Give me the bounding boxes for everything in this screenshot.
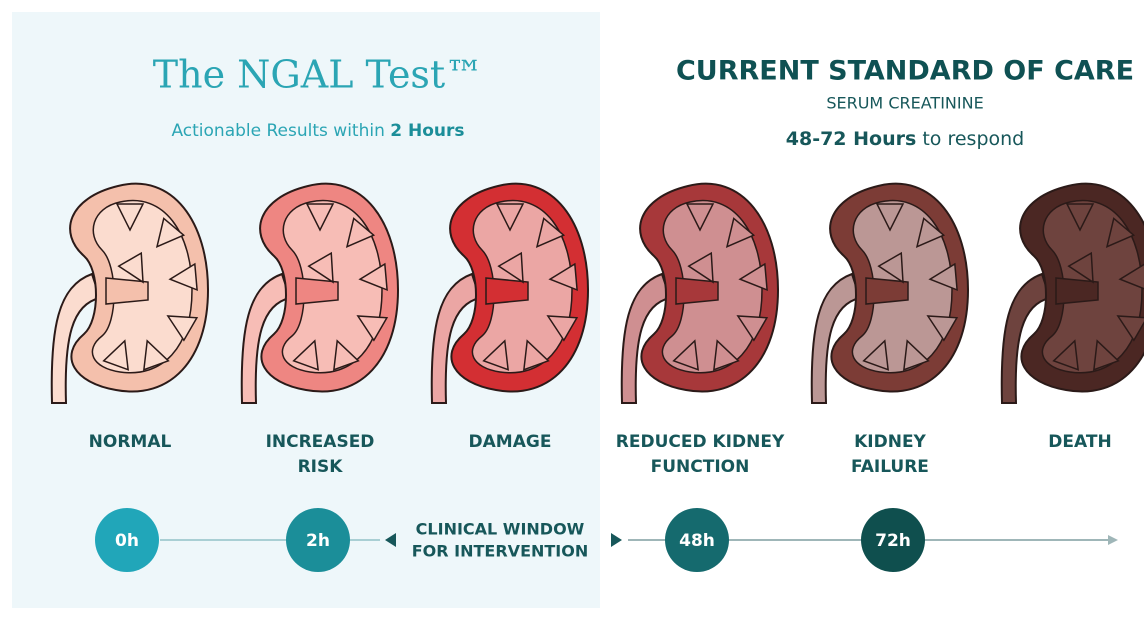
infographic: The NGAL Test™ Actionable Results within… (0, 0, 1144, 620)
right-note: 48-72 Hours to respond (786, 128, 1024, 150)
stage-label: FUNCTION (651, 457, 750, 477)
right-title: CURRENT STANDARD OF CARE (676, 56, 1134, 87)
window-label: CLINICAL WINDOW (416, 520, 585, 539)
window-label: FOR INTERVENTION (412, 542, 589, 561)
right-subtitle: SERUM CREATININE (826, 94, 983, 113)
kidney (622, 184, 778, 403)
kidney (1002, 184, 1144, 403)
time-label: 48h (679, 531, 715, 551)
stage-label: INCREASED (266, 432, 375, 452)
time-label: 0h (115, 531, 139, 551)
stage-label: RISK (298, 457, 344, 477)
left-title: The NGAL Test™ (153, 53, 483, 97)
stage-label: NORMAL (89, 432, 172, 452)
stage-label: FAILURE (851, 457, 929, 477)
window-arrow-right (611, 533, 622, 547)
page: The NGAL Test™ Actionable Results within… (0, 0, 1144, 620)
stage-label: REDUCED KIDNEY (616, 432, 785, 452)
left-subtitle: Actionable Results within 2 Hours (171, 121, 464, 141)
kidney (812, 184, 968, 403)
stage-label: DAMAGE (469, 432, 552, 452)
note-text: to respond (922, 128, 1024, 150)
subtitle-bold: 2 Hours (390, 121, 464, 141)
timeline-arrow (1108, 535, 1118, 545)
subtitle-text: Actionable Results within (171, 121, 384, 141)
time-label: 2h (306, 531, 330, 551)
stage-label: KIDNEY (854, 432, 926, 452)
time-label: 72h (875, 531, 911, 551)
stage-label: DEATH (1048, 432, 1111, 452)
note-bold: 48-72 Hours (786, 128, 917, 150)
